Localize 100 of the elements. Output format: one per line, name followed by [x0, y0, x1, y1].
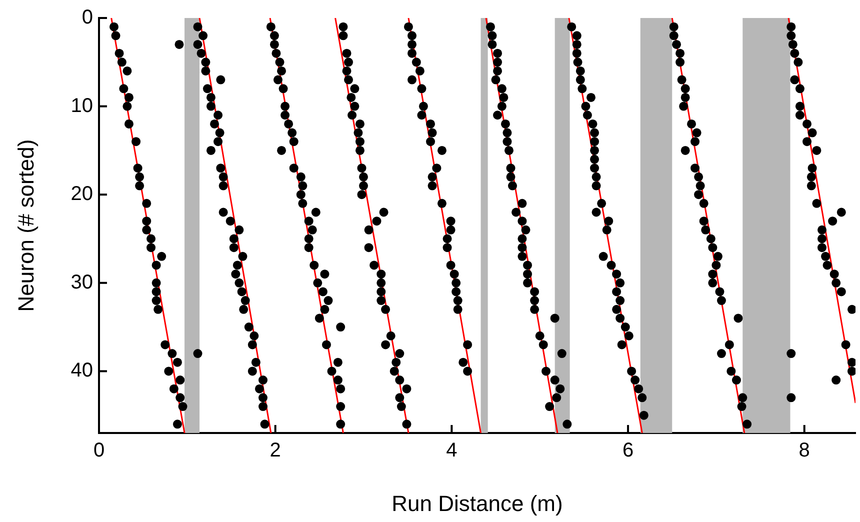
point — [214, 137, 223, 146]
point — [142, 198, 152, 208]
point — [232, 260, 242, 270]
point — [506, 164, 516, 173]
point — [690, 164, 700, 173]
point — [272, 48, 281, 58]
point — [248, 366, 257, 376]
point — [708, 278, 718, 288]
point — [202, 84, 212, 94]
point — [344, 75, 354, 84]
point — [523, 260, 532, 270]
point — [206, 102, 216, 111]
point — [550, 376, 560, 385]
point — [336, 322, 346, 332]
point — [266, 22, 276, 32]
point — [250, 331, 259, 340]
point — [841, 340, 850, 350]
point — [206, 146, 216, 155]
point — [638, 393, 647, 402]
point — [808, 128, 817, 138]
point — [677, 75, 686, 84]
point — [542, 366, 551, 376]
point — [428, 181, 437, 190]
point — [556, 384, 565, 394]
point — [545, 402, 554, 412]
point — [344, 58, 354, 67]
point — [402, 384, 412, 394]
point — [706, 234, 716, 244]
point — [201, 58, 210, 67]
point — [152, 260, 161, 270]
point — [639, 410, 648, 420]
point — [616, 314, 625, 323]
point — [370, 260, 379, 270]
point — [802, 119, 812, 128]
point — [715, 287, 724, 296]
point — [289, 137, 298, 146]
point — [530, 304, 540, 314]
point — [830, 270, 839, 279]
point — [432, 164, 442, 173]
point — [634, 384, 644, 394]
point — [586, 92, 596, 102]
point — [288, 128, 297, 138]
point — [452, 278, 461, 288]
point — [124, 92, 134, 102]
y-tick-label: 10 — [70, 94, 93, 117]
point — [379, 208, 388, 217]
point — [124, 119, 134, 128]
point — [201, 66, 210, 76]
point — [790, 48, 800, 58]
point — [357, 164, 366, 173]
point — [428, 128, 437, 138]
point — [258, 402, 268, 412]
point — [669, 31, 678, 40]
point — [442, 243, 452, 252]
point — [592, 172, 601, 182]
point — [446, 260, 456, 270]
point — [234, 278, 244, 288]
point — [592, 208, 601, 217]
point — [157, 252, 166, 261]
point — [258, 376, 268, 385]
point — [320, 270, 330, 279]
x-tick-label: 8 — [798, 440, 810, 462]
point — [832, 376, 841, 385]
point — [154, 304, 163, 314]
point — [350, 84, 360, 94]
point — [357, 190, 366, 200]
x-tick-label: 6 — [622, 440, 634, 462]
point — [412, 58, 421, 67]
point — [381, 304, 390, 314]
point — [338, 22, 348, 32]
point — [567, 22, 576, 32]
point — [512, 208, 521, 217]
point — [355, 146, 364, 155]
point — [836, 287, 846, 296]
point — [672, 40, 682, 49]
point — [502, 137, 512, 146]
point — [218, 181, 228, 190]
point — [237, 287, 246, 296]
point — [198, 31, 208, 40]
point — [598, 252, 608, 261]
point — [699, 216, 708, 226]
point — [463, 366, 472, 376]
point — [795, 102, 804, 111]
point — [518, 234, 527, 244]
point — [518, 243, 527, 252]
point — [327, 366, 336, 376]
point — [590, 146, 600, 155]
point — [679, 102, 688, 111]
point — [497, 84, 506, 94]
point — [152, 278, 161, 288]
point — [572, 31, 582, 40]
point — [174, 40, 184, 49]
point — [338, 31, 348, 40]
point — [453, 296, 462, 306]
point — [669, 22, 678, 32]
point — [260, 420, 270, 429]
point — [275, 58, 284, 67]
point — [381, 340, 390, 350]
point — [597, 198, 606, 208]
point — [234, 225, 244, 234]
